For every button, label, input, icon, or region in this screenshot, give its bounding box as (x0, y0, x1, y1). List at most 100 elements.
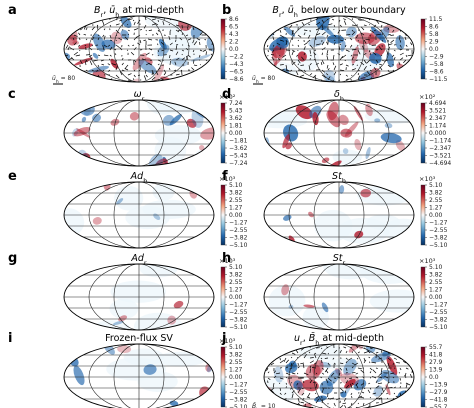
panel-letter-c: c (8, 87, 16, 102)
map-outline (263, 181, 415, 249)
colorbar-tick-label: 8.6 (429, 24, 439, 31)
colorbar-tick-label: −7.24 (229, 160, 248, 167)
panel-d: d δh 4.6943.5212.3471.1740.000−1.174−2.347… (222, 87, 451, 167)
colorbar-tick-label: −3.82 (429, 317, 448, 324)
colorbar-tick-label: 2.55 (429, 279, 443, 286)
colorbar-tick-label: −3.62 (229, 145, 248, 152)
colorbar-tick-label: −1.27 (429, 220, 448, 227)
graticule (64, 182, 214, 248)
colorbar-exponent: ×10³ (419, 175, 436, 183)
graticule (264, 100, 414, 166)
colorbar-tick-label: −1.81 (229, 138, 248, 145)
colorbar-tick-label: 2.55 (229, 279, 243, 286)
colorbar-tick-label: −6.5 (229, 69, 244, 76)
colorbar-tick-label: −5.10 (229, 324, 248, 331)
colorbar-tick-label: 0.0 (429, 374, 439, 381)
graticule (264, 264, 414, 330)
colorbar-tick-label: −1.27 (229, 302, 248, 309)
panel-title-f: Sth (332, 171, 346, 185)
colorbar-e (220, 184, 226, 246)
map-outline (63, 343, 215, 408)
colorbar-tick-label: −5.10 (229, 242, 248, 249)
colorbar-tick-label: 1.81 (229, 123, 243, 130)
panel-b: b Br, ūh below outer boundary11.58.65.82.… (222, 3, 448, 85)
panel-e: e Adh 5.103.822.551.270.00−1.27−2.55−3.82−… (8, 169, 248, 249)
vector-scale-label: ūh = 80 (252, 75, 275, 85)
colorbar-tick-label: 1.27 (229, 205, 243, 212)
graticule (64, 344, 214, 408)
colorbar-tick-label: 4.694 (429, 100, 446, 107)
map-outline (63, 15, 215, 83)
graticule (264, 182, 414, 248)
map-outline (263, 99, 415, 167)
colorbar-tick-label: −2.55 (229, 309, 248, 316)
colorbar-tick-label: 3.521 (429, 108, 446, 115)
colorbar-tick-label: 3.82 (429, 272, 443, 279)
colorbar-tick-label: −5.43 (229, 153, 248, 160)
colorbar-tick-label: −3.82 (229, 397, 248, 404)
graticule (64, 100, 214, 166)
map-outline (263, 15, 415, 83)
colorbar-b (420, 18, 426, 80)
panel-letter-e: e (8, 169, 17, 184)
colorbar-tick-label: 2.347 (429, 115, 446, 122)
panel-letter-j: j (221, 331, 226, 346)
graticule (264, 16, 414, 82)
panel-title-j: ur, B̄h at mid-depth (294, 332, 384, 347)
panel-title-h: Str (333, 253, 346, 267)
colorbar-f (420, 184, 426, 246)
colorbar-tick-label: 2.2 (229, 39, 239, 46)
colorbar-tick-label: 1.27 (429, 205, 443, 212)
panel-title-e: Adh (130, 171, 148, 185)
colorbar-tick-label: −5.10 (429, 324, 448, 331)
panel-i: i Frozen-flux SV 5.103.822.551.270.00−1.27… (8, 331, 248, 408)
colorbar-tick-label: 0.0 (429, 46, 439, 53)
colorbar-tick-label: 0.00 (229, 294, 243, 301)
panel-g: g Adr 5.103.822.551.270.00−1.27−2.55−3.82−… (8, 251, 248, 331)
colorbar-tick-label: 2.55 (229, 197, 243, 204)
colorbar-tick-label: −2.9 (429, 54, 444, 61)
colorbar-tick-label: 41.8 (429, 352, 443, 359)
map-outline (63, 263, 215, 331)
colorbar-tick-label: −27.9 (429, 389, 448, 396)
graticule (64, 264, 214, 330)
colorbar-tick-label: −8.6 (429, 69, 444, 76)
colorbar-tick-label: −2.347 (429, 145, 451, 152)
colorbar-exponent: ×10² (419, 93, 436, 101)
colorbar-tick-label: −1.174 (429, 138, 451, 145)
colorbar-exponent: ×10² (219, 93, 236, 101)
colorbar-tick-label: −13.9 (429, 382, 448, 389)
colorbar-tick-label: −2.2 (229, 54, 244, 61)
colorbar-tick-label: 8.6 (229, 16, 239, 23)
colorbar-tick-label: 0.00 (229, 130, 243, 137)
colorbar-tick-label: 3.82 (429, 190, 443, 197)
colorbar-tick-label: 1.174 (429, 123, 446, 130)
colorbar-tick-label: −2.55 (429, 227, 448, 234)
map-outline (263, 343, 415, 408)
colorbar-tick-label: 5.10 (429, 264, 443, 271)
colorbar-tick-label: 3.82 (229, 190, 243, 197)
colorbar-c (220, 102, 226, 164)
colorbar-tick-label: 3.62 (229, 115, 243, 122)
panel-title-d: δh (334, 89, 344, 103)
panel-h: h Str5.103.822.551.270.00−1.27−2.55−3.82−… (222, 251, 448, 331)
colorbar-exponent: ×10³ (219, 337, 236, 345)
colorbar-d (420, 102, 426, 164)
colorbar-exponent: ×10³ (219, 257, 236, 265)
panel-title-b: Br, ūh below outer boundary (272, 5, 406, 19)
colorbar-tick-label: −5.10 (229, 404, 248, 408)
colorbar-g (220, 266, 226, 328)
colorbar-tick-label: 0.00 (229, 374, 243, 381)
colorbar-i (220, 346, 226, 408)
colorbar-a (220, 18, 226, 80)
colorbar-tick-label: 5.10 (229, 182, 243, 189)
colorbar-tick-label: 6.5 (229, 24, 239, 31)
panel-letter-b: b (222, 3, 231, 18)
panel-title-g: Adr (130, 253, 147, 267)
graticule (64, 16, 214, 82)
colorbar-tick-label: −2.55 (229, 227, 248, 234)
colorbar-tick-label: 0.00 (429, 294, 443, 301)
panel-letter-i: i (8, 331, 12, 346)
colorbar-tick-label: −8.6 (229, 76, 244, 83)
